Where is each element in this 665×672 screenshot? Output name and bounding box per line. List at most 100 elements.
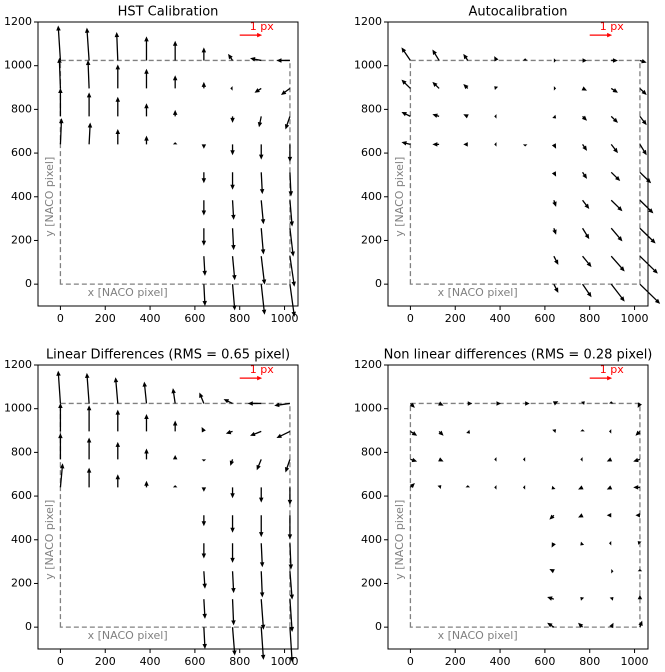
- vector-arrow: [284, 459, 291, 473]
- y-tick-label: 600: [11, 146, 32, 159]
- x-tick-label: 0: [407, 312, 414, 325]
- vector-arrow: [522, 144, 528, 147]
- vector-arrow: [84, 372, 90, 404]
- vector-arrow: [463, 53, 469, 61]
- vector-arrow: [438, 457, 444, 462]
- vector-arrow: [260, 228, 266, 255]
- axes-frame: [37, 21, 299, 307]
- vector-arrow: [578, 622, 584, 628]
- vector-arrow: [230, 172, 235, 190]
- vector-arrow: [259, 543, 265, 568]
- vector-arrow: [466, 429, 471, 434]
- vector-arrow: [287, 487, 293, 505]
- y-tick-label: 400: [11, 190, 32, 203]
- vector-arrow: [144, 480, 149, 488]
- vector-arrow: [494, 485, 497, 490]
- vector-arrow: [525, 401, 530, 406]
- vector-arrow: [171, 388, 176, 404]
- vector-arrow: [256, 459, 262, 471]
- vector-arrow: [276, 430, 291, 438]
- panel: Autocalibration x [NACO pixel] y [NACO pix…: [354, 5, 661, 325]
- vector-arrow: [202, 256, 207, 276]
- vector-arrow: [257, 116, 263, 128]
- vector-arrow: [638, 620, 643, 628]
- vector-arrow: [552, 228, 557, 235]
- vector-arrow: [552, 429, 557, 434]
- vector-arrow: [438, 430, 444, 436]
- vector-arrow: [247, 401, 262, 406]
- y-tick-label: 1200: [354, 358, 382, 371]
- vector-arrow: [87, 122, 93, 145]
- vector-arrow: [258, 515, 264, 538]
- vector-arrow: [284, 116, 291, 130]
- vector-arrow: [115, 64, 121, 89]
- y-tick-label: 200: [361, 233, 382, 246]
- vector-arrow: [409, 482, 415, 489]
- vector-arrow: [580, 597, 585, 601]
- vector-arrow: [144, 36, 149, 61]
- x-axis-label: x [NACO pixel]: [88, 286, 168, 299]
- vector-arrow: [637, 402, 642, 408]
- x-tick-label: 800: [579, 312, 600, 325]
- vector-arrow: [258, 144, 264, 160]
- vector-arrow: [201, 47, 207, 61]
- axes-frame: [387, 364, 649, 650]
- x-tick-label: 800: [229, 312, 250, 325]
- y-tick-label: 1200: [4, 15, 32, 28]
- x-tick-label: 200: [95, 655, 116, 668]
- vector-arrow: [637, 569, 643, 572]
- y-tick-label: 1000: [354, 59, 382, 72]
- vector-arrow: [609, 597, 614, 601]
- vector-arrow: [115, 409, 121, 432]
- vector-arrow: [113, 377, 119, 404]
- vector-arrow: [230, 487, 235, 499]
- x-tick-label: 800: [579, 655, 600, 668]
- vector-arrow: [260, 599, 266, 630]
- x-axis-label: x [NACO pixel]: [438, 629, 518, 642]
- vector-arrow: [432, 81, 440, 89]
- vector-arrow: [201, 81, 207, 89]
- key-arrow: [589, 375, 613, 381]
- vector-arrow: [250, 430, 262, 437]
- vector-arrow: [231, 228, 236, 251]
- vector-arrow: [202, 599, 207, 619]
- vector-arrow: [522, 485, 526, 490]
- vector-arrow: [58, 403, 63, 432]
- vector-arrow: [289, 599, 295, 632]
- x-tick-label: 800: [229, 655, 250, 668]
- vector-arrow: [59, 463, 65, 488]
- vector-arrow: [582, 255, 592, 268]
- vector-arrow: [552, 401, 559, 406]
- x-tick-label: 600: [534, 655, 555, 668]
- vector-arrow: [201, 487, 207, 492]
- y-tick-label: 200: [11, 576, 32, 589]
- vector-arrow: [639, 115, 647, 126]
- x-tick-label: 400: [490, 312, 511, 325]
- vector-arrow: [549, 514, 555, 520]
- y-tick-label: 1200: [4, 358, 32, 371]
- vector-arrow: [409, 402, 415, 408]
- vector-arrow: [172, 455, 178, 460]
- x-tick-label: 1000: [621, 655, 649, 668]
- vector-arrow: [463, 84, 469, 90]
- vector-arrow: [547, 596, 555, 601]
- vector-arrow: [438, 401, 444, 406]
- key-label: 1 px: [250, 20, 274, 33]
- vector-arrow: [86, 437, 92, 460]
- x-tick-label: 600: [534, 312, 555, 325]
- y-tick-label: 600: [361, 146, 382, 159]
- key-label: 1 px: [600, 363, 624, 376]
- vector-arrow: [639, 255, 658, 274]
- vector-arrow: [59, 118, 64, 145]
- vector-arrow: [86, 467, 92, 488]
- vector-arrow: [223, 399, 233, 405]
- vector-arrow: [494, 114, 497, 119]
- vector-arrow: [289, 256, 296, 287]
- vector-arrow: [401, 112, 411, 117]
- vector-arrow: [580, 429, 585, 432]
- y-tick-label: 1000: [354, 402, 382, 415]
- vector-arrow: [639, 171, 652, 184]
- vector-arrow: [202, 284, 207, 306]
- x-tick-label: 600: [184, 312, 205, 325]
- vector-arrow: [551, 171, 557, 177]
